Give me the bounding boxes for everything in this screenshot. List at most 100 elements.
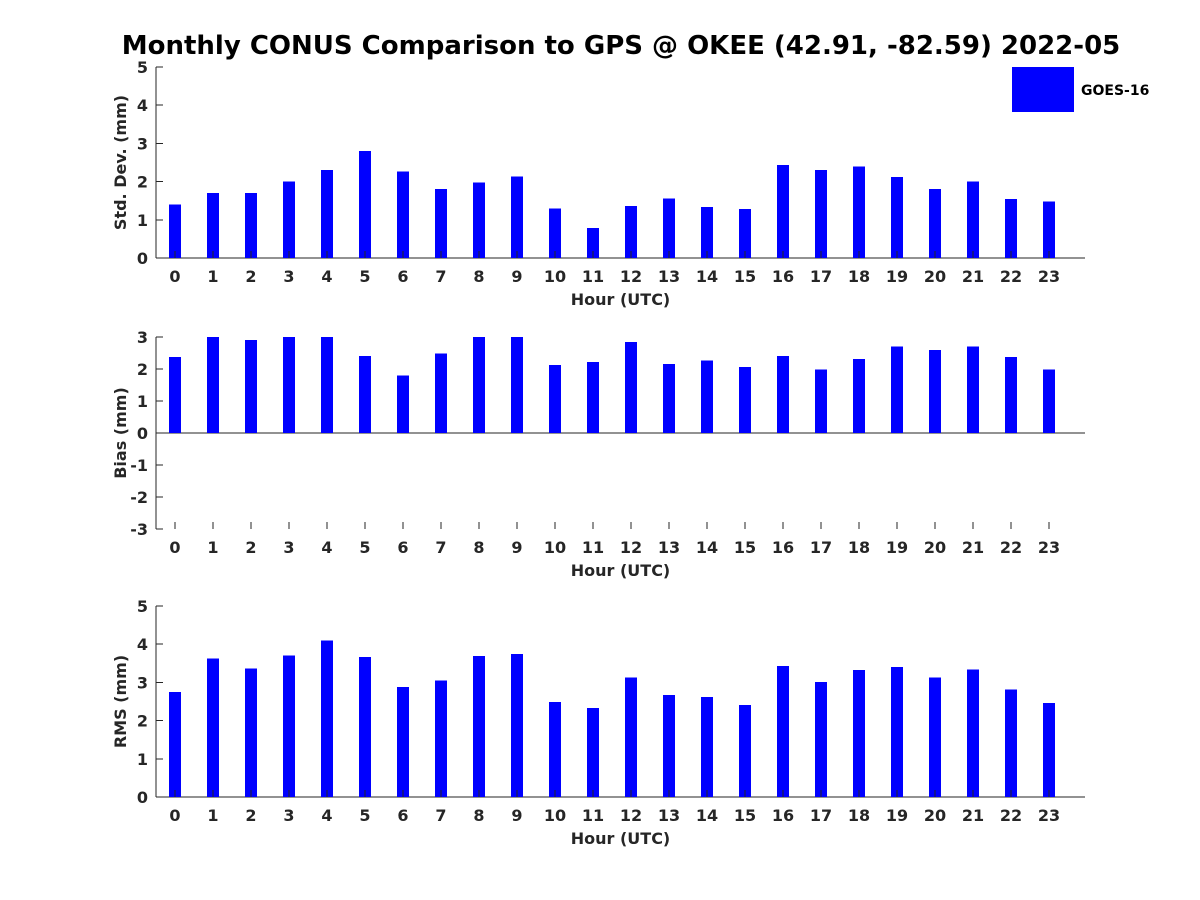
- bar-hour-2: [245, 193, 257, 258]
- bar-hour-4: [321, 337, 333, 433]
- x-tick-label: 11: [582, 267, 604, 286]
- chart-title: Monthly CONUS Comparison to GPS @ OKEE (…: [122, 31, 1121, 61]
- bar-hour-2: [245, 340, 257, 433]
- x-tick-label: 9: [511, 538, 522, 557]
- bar-hour-17: [815, 170, 827, 258]
- bar-hour-15: [739, 704, 751, 797]
- x-tick-label: 7: [435, 267, 446, 286]
- x-tick-label: 8: [473, 806, 484, 825]
- x-tick-label: 1: [207, 267, 218, 286]
- x-tick-label: 21: [962, 806, 984, 825]
- x-tick-label: 15: [734, 806, 756, 825]
- x-tick-label: 6: [397, 538, 408, 557]
- y-tick-label: 0: [137, 788, 148, 807]
- bar-hour-19: [891, 667, 903, 797]
- bar-hour-10: [549, 208, 561, 258]
- bar-hour-20: [929, 677, 941, 797]
- bar-hour-17: [815, 682, 827, 797]
- bar-hour-3: [283, 655, 295, 797]
- bar-hour-18: [853, 358, 865, 433]
- x-tick-label: 11: [582, 538, 604, 557]
- bar-hour-13: [663, 363, 675, 433]
- bar-hour-18: [853, 670, 865, 797]
- bar-hour-15: [739, 209, 751, 258]
- bar-hour-4: [321, 640, 333, 797]
- bar-hour-8: [473, 337, 485, 433]
- y-tick-label: 3: [137, 134, 148, 153]
- x-tick-label: 22: [1000, 538, 1022, 557]
- bar-hour-7: [435, 680, 447, 797]
- x-tick-label: 6: [397, 806, 408, 825]
- x-tick-label: 20: [924, 538, 946, 557]
- x-tick-label: 21: [962, 267, 984, 286]
- x-tick-label: 17: [810, 538, 832, 557]
- bar-hour-20: [929, 350, 941, 433]
- y-tick-label: 1: [137, 750, 148, 769]
- x-tick-label: 15: [734, 267, 756, 286]
- bar-hour-5: [359, 151, 371, 258]
- legend-swatch: [1012, 67, 1074, 112]
- bar-hour-3: [283, 181, 295, 258]
- x-tick-label: 20: [924, 806, 946, 825]
- bar-hour-23: [1043, 703, 1055, 797]
- y-tick-label: 0: [137, 249, 148, 268]
- x-tick-label: 2: [245, 806, 256, 825]
- x-tick-label: 14: [696, 806, 718, 825]
- bar-hour-17: [815, 369, 827, 433]
- bar-hour-7: [435, 189, 447, 258]
- bar-hour-14: [701, 207, 713, 258]
- bar-hour-5: [359, 657, 371, 797]
- y-tick-label: -3: [130, 520, 148, 539]
- y-tick-label: 3: [137, 328, 148, 347]
- x-tick-label: 18: [848, 267, 870, 286]
- bar-hour-0: [169, 356, 181, 433]
- y-tick-label: 4: [137, 635, 148, 654]
- x-tick-label: 16: [772, 806, 794, 825]
- x-tick-label: 8: [473, 267, 484, 286]
- bar-hour-1: [207, 337, 219, 433]
- y-tick-label: 4: [137, 96, 148, 115]
- bar-hour-12: [625, 341, 637, 433]
- x-tick-label: 7: [435, 806, 446, 825]
- x-tick-label: 2: [245, 267, 256, 286]
- bar-hour-22: [1005, 356, 1017, 433]
- bar-hour-21: [967, 346, 979, 433]
- x-tick-label: 6: [397, 267, 408, 286]
- x-tick-label: 5: [359, 538, 370, 557]
- bar-hour-14: [701, 696, 713, 797]
- x-tick-label: 23: [1038, 267, 1060, 286]
- bar-hour-12: [625, 677, 637, 797]
- bar-hour-8: [473, 182, 485, 258]
- legend: GOES-16: [1012, 67, 1149, 112]
- bar-hour-22: [1005, 689, 1017, 797]
- x-tick-label: 17: [810, 267, 832, 286]
- x-tick-label: 23: [1038, 538, 1060, 557]
- bar-hour-19: [891, 346, 903, 433]
- bar-hour-13: [663, 695, 675, 797]
- bar-hour-0: [169, 691, 181, 797]
- x-tick-label: 8: [473, 538, 484, 557]
- legend-label: GOES-16: [1081, 83, 1149, 99]
- bar-hour-7: [435, 353, 447, 433]
- x-tick-label: 5: [359, 267, 370, 286]
- bar-hour-16: [777, 355, 789, 433]
- x-tick-label: 2: [245, 538, 256, 557]
- bar-hour-23: [1043, 201, 1055, 258]
- bar-hour-19: [891, 177, 903, 258]
- x-tick-label: 22: [1000, 806, 1022, 825]
- x-tick-label: 23: [1038, 806, 1060, 825]
- x-tick-label: 18: [848, 806, 870, 825]
- bar-hour-1: [207, 658, 219, 797]
- bar-hour-1: [207, 193, 219, 258]
- x-tick-label: 4: [321, 267, 332, 286]
- bar-hour-20: [929, 189, 941, 258]
- x-tick-label: 14: [696, 538, 718, 557]
- y-tick-label: 0: [137, 424, 148, 443]
- x-tick-label: 0: [169, 806, 180, 825]
- y-tick-label: 1: [137, 211, 148, 230]
- x-tick-label: 17: [810, 806, 832, 825]
- x-tick-label: 19: [886, 538, 908, 557]
- bar-hour-10: [549, 364, 561, 433]
- y-tick-label: -1: [130, 456, 148, 475]
